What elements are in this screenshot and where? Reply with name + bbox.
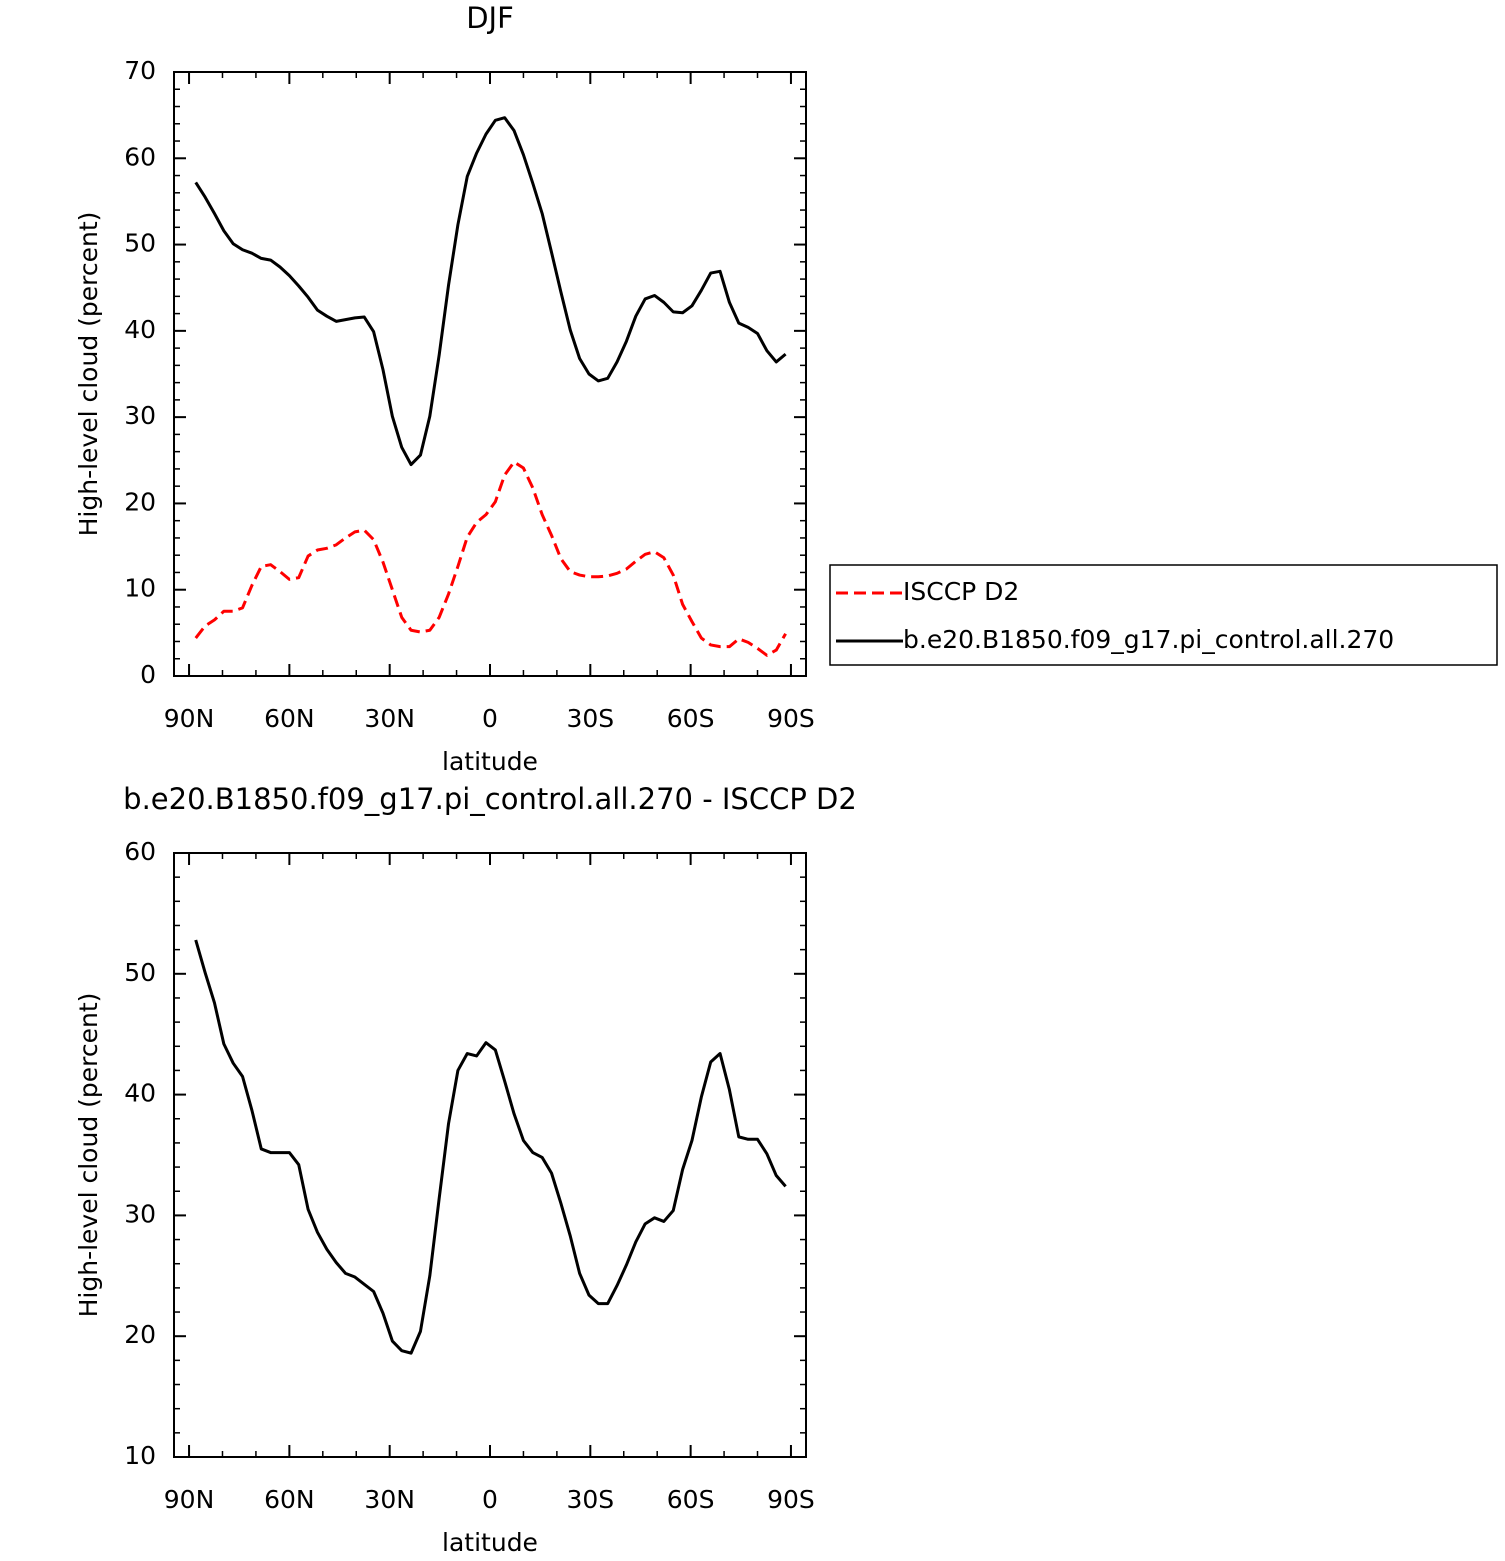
data-line (194, 116, 787, 467)
x-tick-label: 90S (767, 1485, 815, 1514)
data-line (194, 939, 787, 1355)
y-tick-label: 70 (124, 56, 156, 85)
legend-box (829, 564, 1498, 666)
x-tick-label: 30N (364, 1485, 415, 1514)
legend-label: b.e20.B1850.f09_g17.pi_control.all.270 (903, 625, 1394, 654)
y-tick-label: 10 (124, 574, 156, 603)
x-tick-label: 60N (264, 704, 315, 733)
x-axis-label: latitude (442, 747, 538, 776)
y-tick-label: 40 (124, 1079, 156, 1108)
y-tick-label: 10 (124, 1441, 156, 1470)
x-tick-label: 60S (667, 1485, 715, 1514)
y-axis-label: High-level cloud (percent) (74, 212, 103, 537)
legend-label: ISCCP D2 (903, 577, 1019, 606)
x-tick-label: 30N (364, 704, 415, 733)
y-tick-label: 50 (124, 229, 156, 258)
x-tick-label: 60S (667, 704, 715, 733)
chart-title: b.e20.B1850.f09_g17.pi_control.all.270 -… (123, 782, 857, 816)
chart-title: DJF (466, 1, 514, 35)
plot-frame (173, 852, 807, 1458)
x-tick-label: 90N (164, 704, 215, 733)
y-tick-label: 30 (124, 401, 156, 430)
x-tick-label: 60N (264, 1485, 315, 1514)
y-tick-label: 30 (124, 1199, 156, 1228)
y-tick-label: 60 (124, 142, 156, 171)
x-tick-label: 0 (482, 704, 498, 733)
x-tick-label: 90S (767, 704, 815, 733)
x-tick-label: 30S (566, 704, 614, 733)
plot-frame (173, 71, 807, 677)
x-axis-label: latitude (442, 1528, 538, 1557)
y-tick-label: 40 (124, 315, 156, 344)
x-tick-label: 90N (164, 1485, 215, 1514)
y-tick-label: 60 (124, 837, 156, 866)
y-tick-label: 20 (124, 487, 156, 516)
x-tick-label: 0 (482, 1485, 498, 1514)
y-tick-label: 0 (140, 660, 156, 689)
y-axis-label: High-level cloud (percent) (74, 993, 103, 1318)
y-tick-label: 50 (124, 958, 156, 987)
x-tick-label: 30S (566, 1485, 614, 1514)
legend: ISCCP D2 b.e20.B1850.f09_g17.pi_control.a… (829, 564, 1498, 666)
y-tick-label: 20 (124, 1320, 156, 1349)
data-line (194, 460, 787, 657)
